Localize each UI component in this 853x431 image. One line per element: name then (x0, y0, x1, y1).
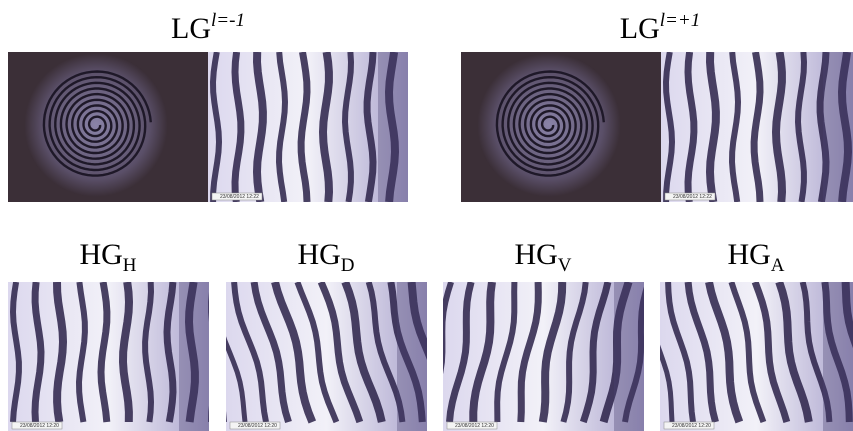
image (8, 52, 208, 202)
title-sub: V (558, 255, 572, 276)
title-sub: H (123, 255, 137, 276)
title-base: HG (727, 238, 770, 271)
title-base: HG (79, 238, 122, 271)
edge-shade (823, 52, 853, 202)
panel-title: HGH (79, 238, 136, 276)
title-base: LG (171, 12, 211, 45)
edge-shade (614, 282, 644, 431)
edge-shade (179, 282, 209, 431)
edge-shade (378, 52, 408, 202)
panel-title: LGl=+1 (620, 10, 700, 45)
title-sup: l=+1 (660, 10, 700, 31)
timestamp: 23/08/2012 12:20 (238, 423, 277, 429)
edge-shade (397, 282, 427, 431)
fringe (455, 52, 461, 202)
timestamp: 23/08/2012 12:20 (455, 423, 494, 429)
timestamp: 23/08/2012 12:22 (673, 194, 712, 200)
panel-title: LGl=-1 (171, 10, 245, 45)
image (461, 52, 661, 202)
page: LGl=-1 LGl=+1 HGH HGD HGV HGA 23/08/2012… (0, 0, 853, 431)
title-base: HG (297, 238, 340, 271)
panel-title: HGA (727, 238, 784, 276)
timestamp: 23/08/2012 12:20 (672, 423, 711, 429)
title-base: HG (514, 238, 557, 271)
title-sub: D (341, 255, 355, 276)
fringe (211, 282, 217, 422)
figure: LGl=-1 LGl=+1 HGH HGD HGV HGA 23/08/2012… (0, 0, 853, 431)
edge-shade (823, 282, 853, 431)
panel-title: HGV (514, 238, 571, 276)
fringe (433, 52, 439, 202)
timestamp: 23/08/2012 12:20 (20, 423, 59, 429)
timestamp: 23/08/2012 12:22 (220, 194, 259, 200)
title-sub: A (771, 255, 785, 276)
title-sup: l=-1 (211, 10, 245, 31)
title-base: LG (620, 12, 660, 45)
fringe (411, 52, 417, 202)
panel-title: HGD (297, 238, 354, 276)
